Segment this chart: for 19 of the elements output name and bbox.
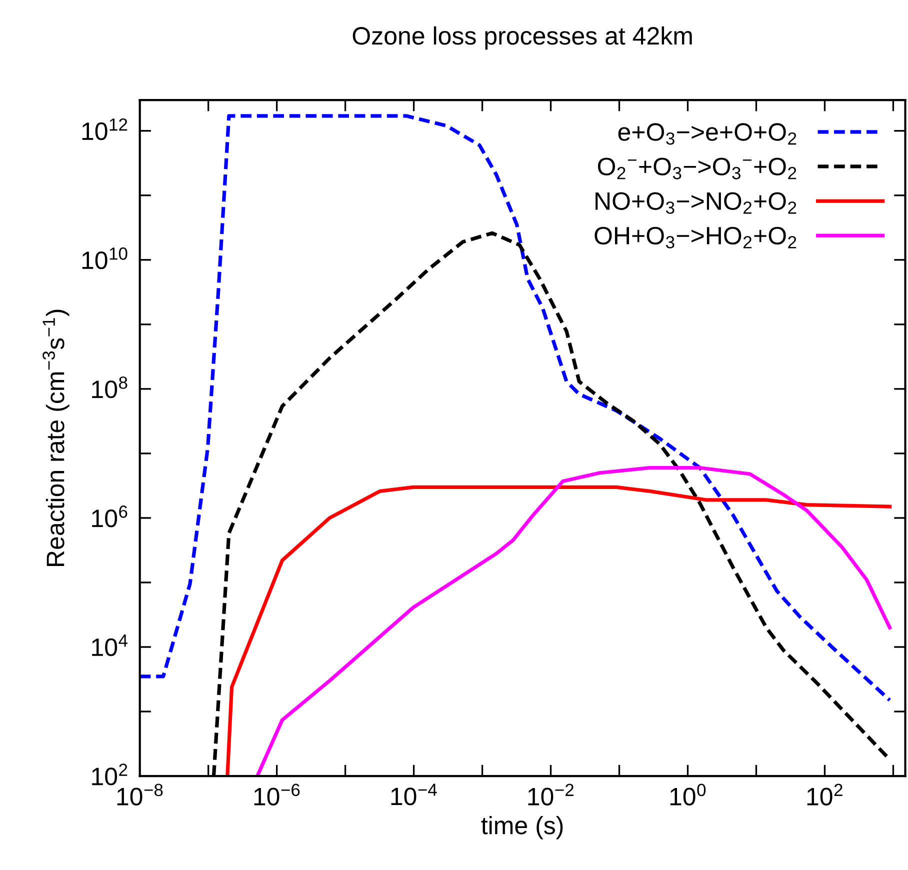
y-axis-title: Reaction rate (cm$^{−3}$s$^{−1}$) [42,310,70,566]
text: O$_{2}$$^{−}$+O$_{3}$−>O$_{3}$$^{−}$+O$_{2}$ [598,158,796,180]
chart-title: Ozone loss processes at 42km [352,26,692,50]
x-tick-label: 10$^{2}$ [807,784,842,806]
x-tick-label: 10$^{−6}$ [254,784,300,806]
y-tick-label: 10$^{4}$ [92,634,128,656]
y-tick-label: 10$^{6}$ [92,506,128,528]
x-tick-label: 10$^{−2}$ [528,784,574,806]
y-tick-label: 10$^{12}$ [82,118,128,140]
legend-label: OH+O$_{3}$−>HO$_{2}$+O$_{2}$ [594,226,796,248]
x-tick-label: 10$^{−8}$ [117,784,163,806]
x-axis-title: time (s) [481,816,563,840]
y-tick-label: 10$^{8}$ [92,376,128,398]
x-tick-label: 10$^{−4}$ [391,784,437,806]
y-tick-label: 10$^{2}$ [92,764,128,786]
legend-label: NO+O$_{3}$−>NO$_{2}$+O$_{2}$ [596,192,796,214]
x-tick-label: 10$^{0}$ [670,784,706,806]
legend-label: e+O$_{3}$−>e+O+O$_{2}$ [618,123,796,145]
y-tick-label: 10$^{10}$ [82,247,128,270]
